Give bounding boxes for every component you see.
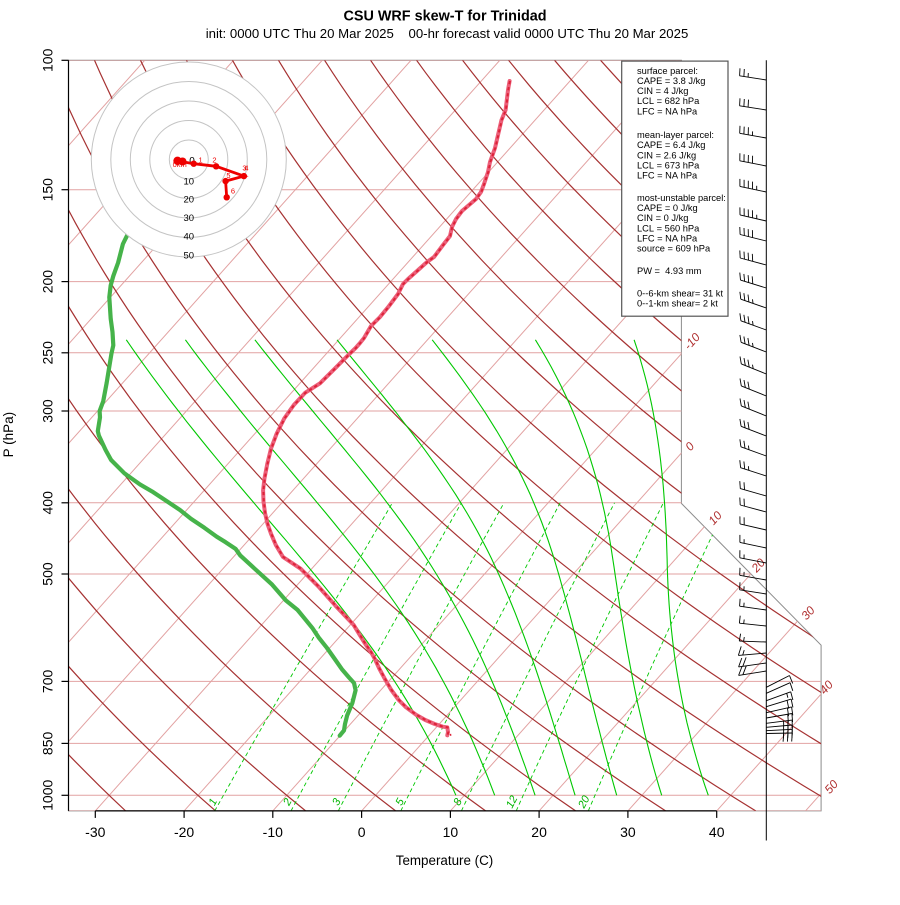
svg-text:mean-layer parcel:: mean-layer parcel: xyxy=(637,130,714,140)
svg-text:most-unstable parcel:: most-unstable parcel: xyxy=(637,193,726,203)
svg-text:150: 150 xyxy=(40,178,56,202)
svg-text:source = 609 hPa: source = 609 hPa xyxy=(637,243,711,253)
svg-text:30: 30 xyxy=(184,213,195,224)
svg-text:1000: 1000 xyxy=(40,780,56,811)
svg-text:PW = 4.93 mm: PW = 4.93 mm xyxy=(637,266,702,276)
svg-text:CAPE = 0 J/kg: CAPE = 0 J/kg xyxy=(637,203,698,213)
svg-text:P (hPa): P (hPa) xyxy=(1,412,16,458)
svg-text:3: 3 xyxy=(330,796,344,808)
svg-text:400: 400 xyxy=(40,491,56,515)
svg-text:0: 0 xyxy=(358,824,366,840)
svg-text:4: 4 xyxy=(244,164,248,173)
svg-text:CSU WRF skew-T for Trinidad: CSU WRF skew-T for Trinidad xyxy=(343,9,546,25)
svg-text:LFC = NA hPa: LFC = NA hPa xyxy=(637,233,698,243)
svg-text:30: 30 xyxy=(620,824,636,840)
svg-text:-30: -30 xyxy=(85,824,105,840)
svg-text:500: 500 xyxy=(40,562,56,586)
svg-text:CIN = 4 J/kg: CIN = 4 J/kg xyxy=(637,86,688,96)
svg-text:1: 1 xyxy=(207,797,220,808)
svg-text:6: 6 xyxy=(231,187,235,196)
svg-text:300: 300 xyxy=(40,399,56,423)
svg-text:20: 20 xyxy=(184,195,195,206)
svg-text:-10: -10 xyxy=(263,824,283,840)
svg-text:CAPE = 6.4 J/kg: CAPE = 6.4 J/kg xyxy=(637,140,705,150)
svg-text:700: 700 xyxy=(40,670,56,694)
svg-text:2: 2 xyxy=(212,156,216,165)
svg-text:8: 8 xyxy=(451,796,465,808)
svg-text:0--1-km shear= 2 kt: 0--1-km shear= 2 kt xyxy=(637,299,718,309)
svg-text:LCL = 673 hPa: LCL = 673 hPa xyxy=(637,160,700,170)
svg-text:1: 1 xyxy=(199,155,203,164)
svg-text:20: 20 xyxy=(576,793,593,811)
svg-text:250: 250 xyxy=(40,341,56,365)
svg-text:40: 40 xyxy=(184,231,195,242)
svg-text:surface parcel:: surface parcel: xyxy=(637,66,698,76)
svg-text:init: 0000 UTC Thu 20 Mar 2025: init: 0000 UTC Thu 20 Mar 2025 00-hr for… xyxy=(206,26,689,41)
svg-text:0--6-km shear= 31 kt: 0--6-km shear= 31 kt xyxy=(637,288,723,298)
svg-text:12: 12 xyxy=(504,794,520,810)
svg-text:40: 40 xyxy=(709,824,725,840)
svg-text:Temperature (C): Temperature (C) xyxy=(396,853,493,868)
svg-text:CAPE = 3.8 J/kg: CAPE = 3.8 J/kg xyxy=(637,76,705,86)
svg-text:CIN = 2.6 J/kg: CIN = 2.6 J/kg xyxy=(637,150,696,160)
svg-text:3: 3 xyxy=(242,164,246,173)
svg-text:50: 50 xyxy=(184,251,195,262)
svg-text:5: 5 xyxy=(394,796,408,808)
svg-text:LFC = NA hPa: LFC = NA hPa xyxy=(637,171,698,181)
svg-text:10: 10 xyxy=(443,824,459,840)
svg-text:20: 20 xyxy=(531,824,547,840)
svg-text:5: 5 xyxy=(226,171,230,180)
svg-text:200: 200 xyxy=(40,270,56,294)
svg-text:2: 2 xyxy=(281,797,295,809)
svg-text:-20: -20 xyxy=(174,824,194,840)
svg-text:LCL = 682 hPa: LCL = 682 hPa xyxy=(637,96,700,106)
svg-text:CIN = 0 J/kg: CIN = 0 J/kg xyxy=(637,213,688,223)
svg-text:0km: 0km xyxy=(173,160,187,169)
svg-text:LCL = 560 hPa: LCL = 560 hPa xyxy=(637,223,700,233)
svg-text:LFC = NA hPa: LFC = NA hPa xyxy=(637,106,698,116)
svg-text:100: 100 xyxy=(40,48,56,72)
svg-text:10: 10 xyxy=(184,176,195,187)
svg-text:850: 850 xyxy=(40,732,56,756)
